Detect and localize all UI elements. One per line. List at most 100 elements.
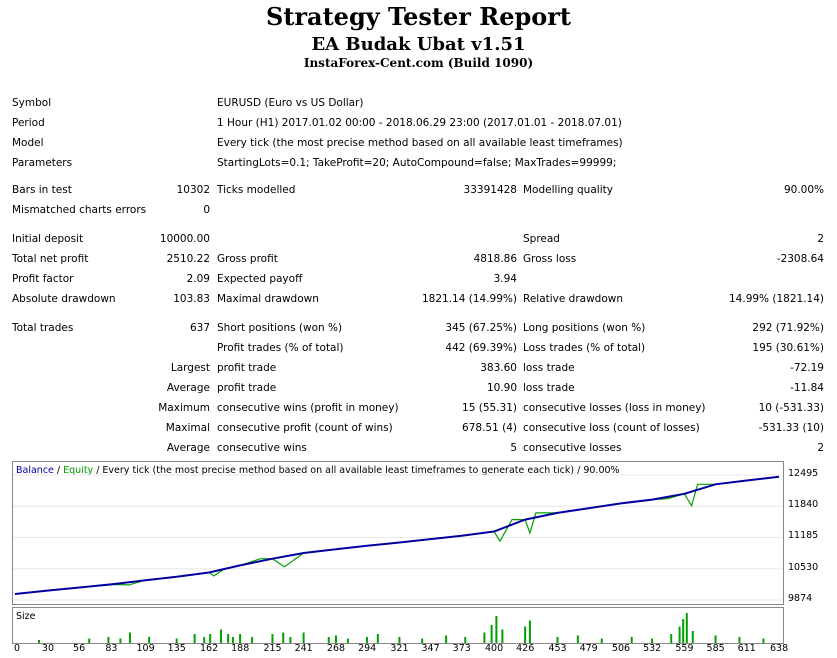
size-bar [524,626,527,643]
size-bar [231,637,234,643]
info-value: Every tick (the most precise method base… [217,137,623,149]
stat-value: 103.83 [173,293,210,305]
stat-label: Profit factor [12,273,74,285]
info-value: EURUSD (Euro vs US Dollar) [217,97,364,109]
size-bar [691,631,694,643]
stat-value: 2510.22 [166,253,210,265]
x-tick-label: 506 [611,643,631,654]
stat-label: Profit trades (% of total) [217,342,344,354]
size-bar [209,634,212,643]
stat-label: Relative drawdown [523,293,624,305]
size-label: Size [16,611,36,622]
stat-value: -72.19 [790,362,824,374]
info-value: StartingLots=0.1; TakeProfit=20; AutoCom… [217,157,617,169]
size-bar [148,637,151,643]
report-title: Strategy Tester Report [265,2,572,31]
size-bar [203,637,206,643]
stat-label: Mismatched charts errors [12,204,147,216]
y-tick-label: 12495 [788,468,819,479]
x-tick-label: 294 [358,643,377,654]
stat-value: 3.94 [493,273,517,285]
size-bar [678,626,681,643]
balance-line [14,475,780,595]
x-tick-label: 638 [770,643,789,654]
stat-label: profit trade [217,382,277,394]
stat-value: 10.90 [486,382,517,394]
x-tick-label: 532 [643,643,662,654]
stat-value: 442 (69.39%) [445,342,517,354]
stat-label: loss trade [523,362,575,374]
stat-label: Expected payoff [217,273,303,285]
stat-label: consecutive losses [523,442,622,454]
stat-label: Total trades [12,322,74,334]
size-bar [128,632,131,643]
size-bar [556,637,559,643]
stat-label: Loss trades (% of total) [523,342,646,354]
info-label: Period [12,117,45,129]
stat-label: Maximum [158,402,210,414]
size-bar [327,637,330,643]
x-tick-label: 188 [231,643,250,654]
size-bar [762,638,765,643]
stat-value: 10302 [176,184,210,196]
stat-label: Maximal [165,422,210,434]
size-bar [239,634,242,643]
size-bar [88,638,91,643]
stat-label: Total net profit [12,253,89,265]
stat-label: Short positions (won %) [217,322,343,334]
size-bar [227,634,230,643]
x-tick-label: 479 [579,643,598,654]
stat-value: 2.09 [186,273,210,285]
stat-value: 90.00% [783,184,824,196]
x-tick-label: 426 [516,643,535,654]
broker-name: InstaForex-Cent.com (Build 1090) [303,56,534,70]
size-bar [346,638,349,643]
size-bar [670,634,673,643]
x-tick-label: 585 [706,643,725,654]
x-tick-label: 56 [73,643,86,654]
size-bar [685,613,688,643]
stat-label: consecutive losses (loss in money) [523,402,706,414]
size-plot [37,613,765,643]
stat-value: 5 [510,442,517,454]
size-bar [421,638,424,643]
x-tick-label: 268 [326,643,346,654]
stat-label: Absolute drawdown [12,293,116,305]
size-bar [738,637,741,643]
stat-label: Gross profit [217,253,278,265]
y-tick-label: 11185 [788,530,819,542]
stat-value: 4818.86 [473,253,517,265]
stat-value: 10 (-531.33) [758,402,824,414]
stat-label: Largest [170,362,210,374]
size-bar [630,637,633,643]
legend-separator: / [53,465,64,476]
stat-value: 195 (30.61%) [752,342,824,354]
x-tick-label: 400 [484,643,504,654]
size-bar [219,629,222,643]
stat-label: consecutive wins (profit in money) [217,402,399,414]
stat-label: profit trade [217,362,277,374]
size-bar [289,637,292,643]
size-bar [37,640,40,643]
y-tick-label: 11840 [788,499,819,511]
stat-label: Ticks modelled [217,184,296,196]
size-bar [251,637,254,643]
legend-description: / Every tick (the most precise method ba… [93,465,620,476]
x-tick-label: 162 [199,643,219,654]
stat-label: Modelling quality [523,184,613,196]
size-bar [119,638,122,643]
size-bar [495,616,498,643]
stat-label: Gross loss [523,253,577,265]
stat-value: 383.60 [480,362,517,374]
stat-value: 292 (71.92%) [752,322,824,334]
size-bar [366,637,369,643]
equity-line [14,476,780,595]
chart-legend: Balance / Equity / Every tick (the most … [16,464,620,478]
size-bar [576,635,579,643]
stat-value: 2 [817,233,824,245]
x-tick-label: 611 [737,643,756,654]
size-bar [682,619,685,643]
size-bar [334,635,337,643]
x-tick-label: 453 [548,643,567,654]
size-bar [714,635,717,643]
